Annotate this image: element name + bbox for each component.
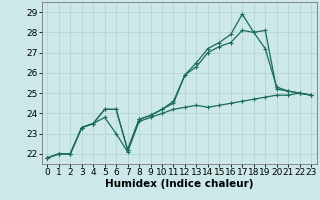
X-axis label: Humidex (Indice chaleur): Humidex (Indice chaleur) — [105, 179, 253, 189]
